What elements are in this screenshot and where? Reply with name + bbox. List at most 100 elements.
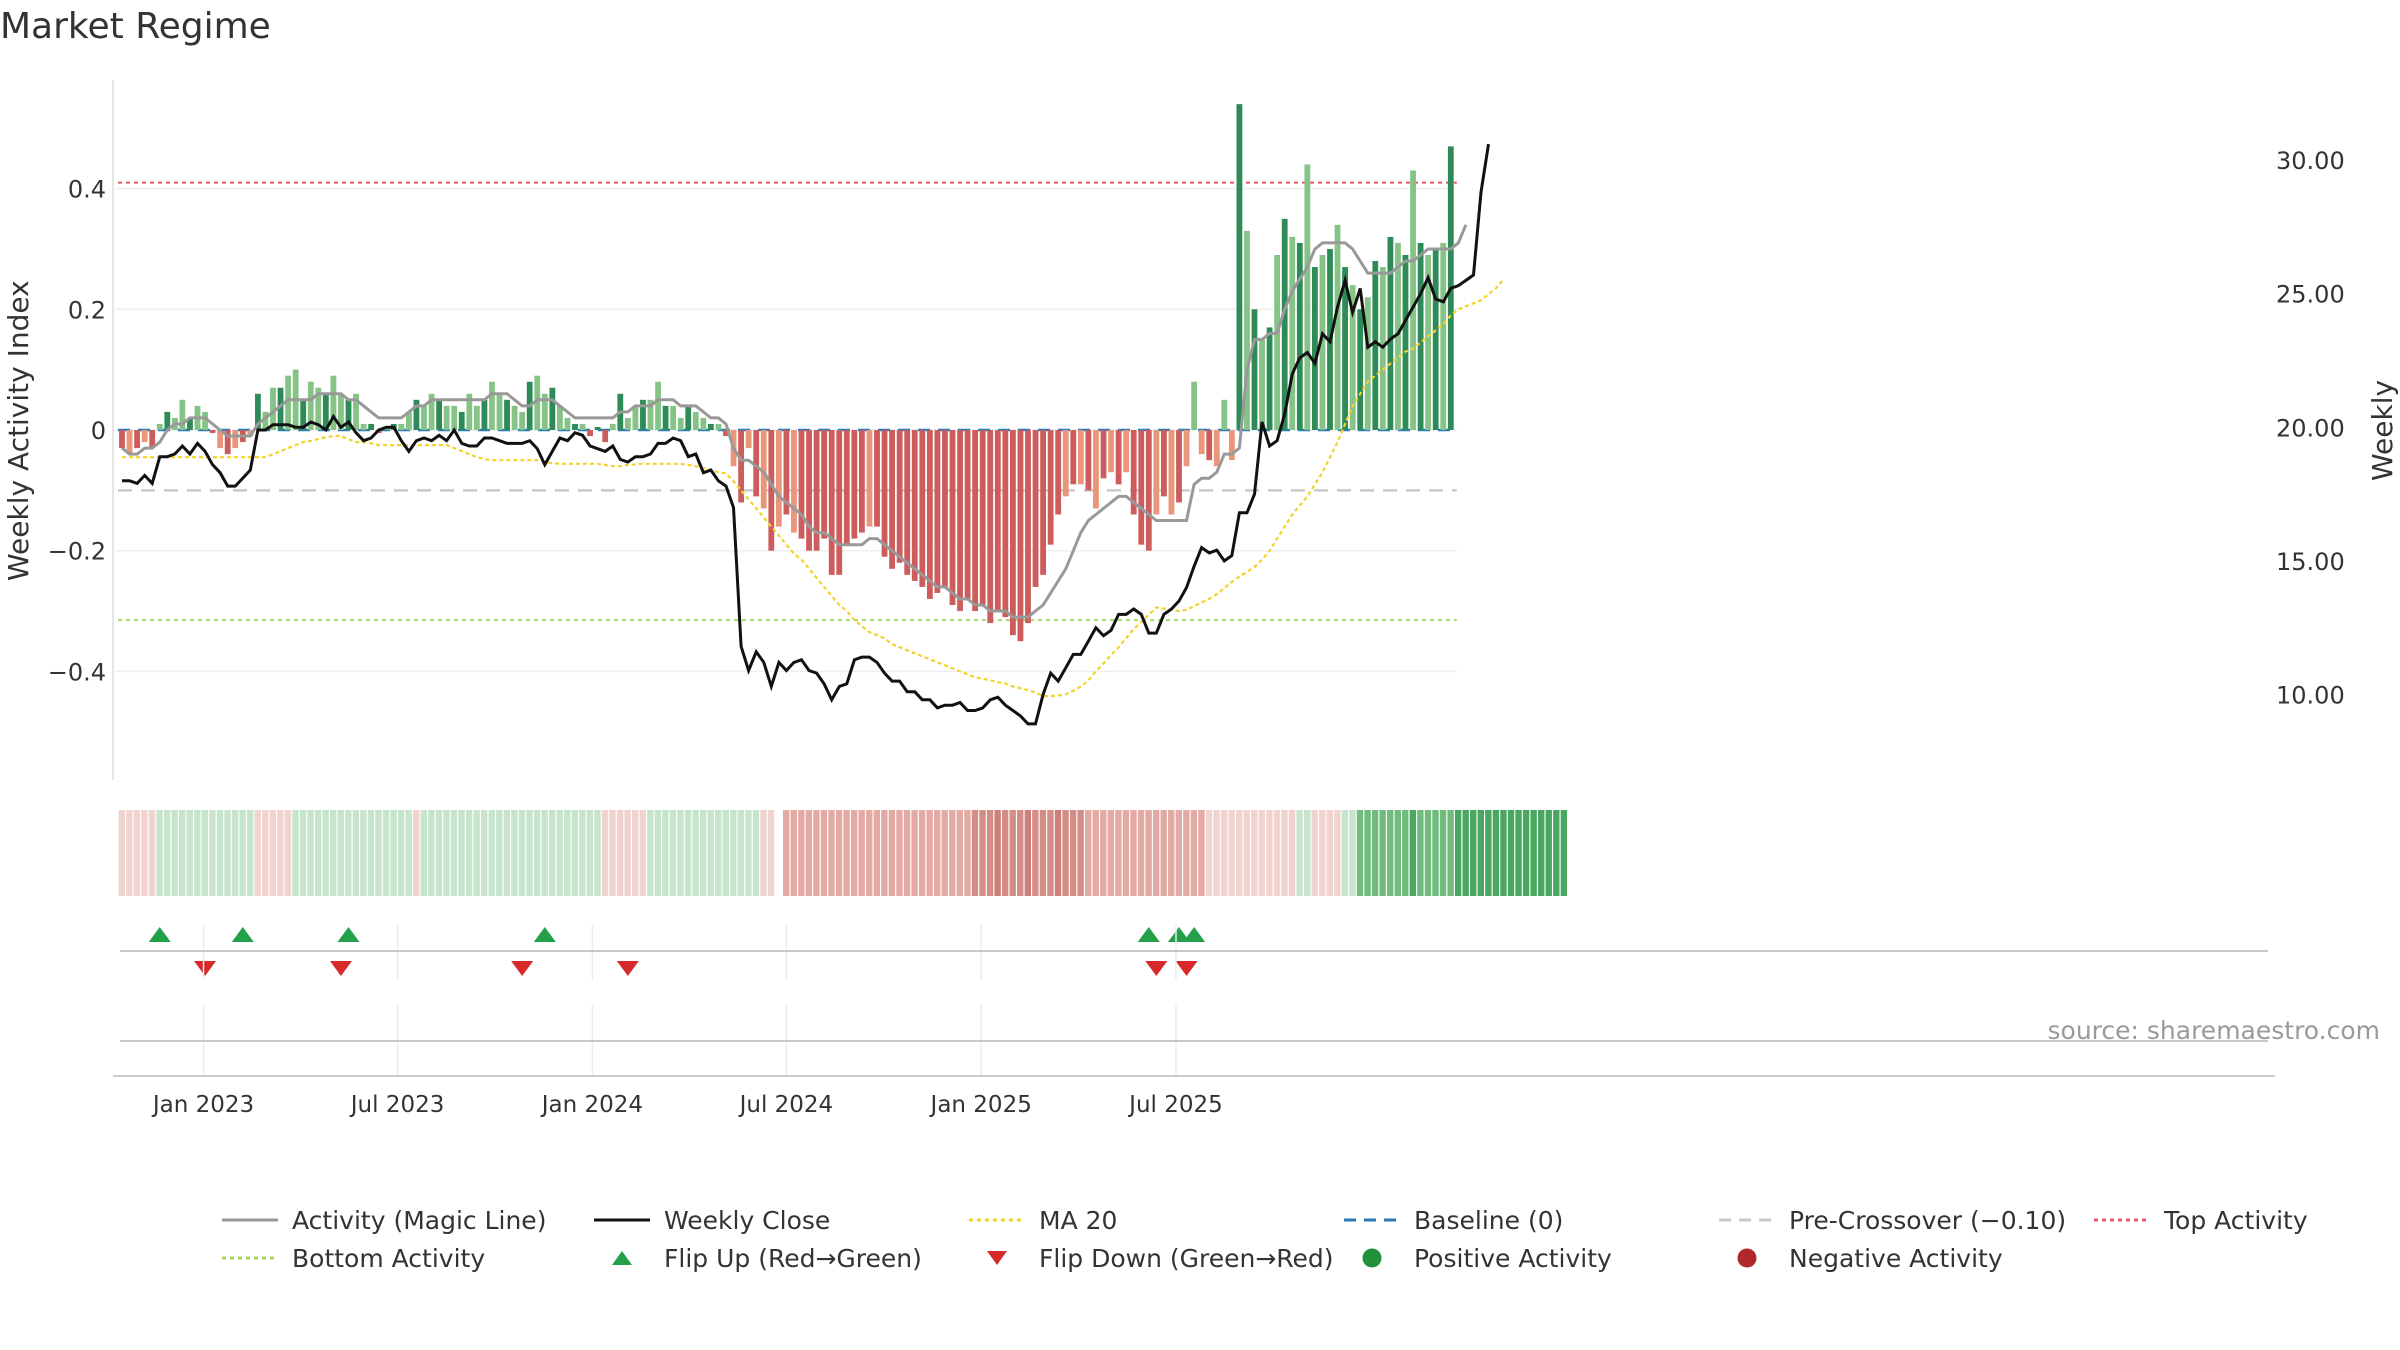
activity-bar bbox=[1100, 430, 1107, 479]
regime-cell bbox=[1349, 810, 1356, 896]
activity-bar bbox=[851, 430, 858, 539]
regime-cell bbox=[1288, 810, 1296, 896]
activity-bar bbox=[783, 430, 790, 515]
regime-cell bbox=[246, 810, 254, 896]
regime-cell bbox=[971, 810, 979, 896]
regime-cell bbox=[1553, 810, 1560, 896]
regime-cell bbox=[647, 810, 654, 896]
activity-bar bbox=[1266, 327, 1273, 430]
regime-cell bbox=[1251, 810, 1258, 896]
legend-item: Negative Activity bbox=[1717, 1243, 2092, 1273]
activity-bar bbox=[156, 423, 163, 430]
legend-swatch bbox=[222, 1218, 278, 1222]
legend-swatch bbox=[1344, 1218, 1400, 1222]
activity-bar bbox=[179, 399, 186, 430]
regime-cell bbox=[609, 810, 616, 896]
activity-bar bbox=[209, 430, 216, 434]
activity-bar bbox=[972, 430, 979, 612]
regime-cell bbox=[1492, 810, 1500, 896]
regime-cell bbox=[1341, 810, 1349, 896]
activity-bar bbox=[1440, 242, 1447, 430]
regime-cell bbox=[1198, 810, 1205, 896]
activity-bar bbox=[881, 430, 888, 557]
y-tick-label: −0.2 bbox=[48, 538, 106, 566]
regime-cell bbox=[1432, 810, 1439, 896]
activity-bar bbox=[1123, 430, 1130, 473]
regime-cell bbox=[1439, 810, 1447, 896]
regime-cell bbox=[1560, 810, 1568, 896]
activity-bar bbox=[1145, 430, 1152, 551]
regime-cell bbox=[1326, 810, 1333, 896]
regime-cell bbox=[1213, 810, 1220, 896]
x-tick-label: Jan 2023 bbox=[151, 1092, 254, 1118]
regime-cell bbox=[179, 810, 186, 896]
regime-cell bbox=[918, 810, 926, 896]
activity-bar bbox=[798, 430, 805, 539]
regime-cell bbox=[1538, 810, 1545, 896]
flip-up-marker bbox=[231, 927, 254, 942]
activity-bar bbox=[262, 411, 269, 430]
regime-cell bbox=[352, 810, 360, 896]
regime-cell bbox=[760, 810, 767, 896]
regime-cell bbox=[639, 810, 646, 896]
regime-cell bbox=[1417, 810, 1424, 896]
activity-bar bbox=[813, 430, 820, 551]
regime-cell bbox=[443, 810, 450, 896]
activity-bar bbox=[1093, 430, 1099, 509]
activity-bar bbox=[919, 430, 926, 587]
activity-bar bbox=[700, 417, 707, 430]
activity-bar bbox=[534, 375, 541, 430]
regime-cell bbox=[873, 810, 880, 896]
activity-bar bbox=[1161, 430, 1167, 497]
activity-bar bbox=[421, 405, 427, 430]
regime-cell bbox=[669, 810, 677, 896]
activity-bar bbox=[541, 393, 548, 430]
regime-cell bbox=[1183, 810, 1190, 896]
regime-cell bbox=[1409, 810, 1417, 896]
regime-cell bbox=[375, 810, 382, 896]
activity-bar bbox=[353, 393, 359, 430]
activity-bar bbox=[1198, 430, 1205, 455]
y2-tick-label: 30.00 bbox=[2276, 147, 2345, 175]
legend-item: Bottom Activity bbox=[220, 1243, 592, 1273]
x-tick-label: Jul 2024 bbox=[738, 1092, 834, 1118]
activity-bar bbox=[398, 423, 405, 430]
source-attribution: source: sharemaestro.com bbox=[2047, 1016, 2381, 1045]
regime-cell bbox=[473, 810, 480, 896]
regime-cell bbox=[254, 810, 261, 896]
series-lines bbox=[121, 143, 1505, 726]
regime-cell bbox=[141, 810, 148, 896]
activity-bar bbox=[436, 399, 442, 430]
regime-strip bbox=[118, 810, 1568, 896]
regime-cell bbox=[662, 810, 669, 896]
activity-bar bbox=[564, 417, 571, 430]
activity-bar bbox=[277, 387, 284, 430]
activity-bar bbox=[1115, 430, 1122, 485]
activity-bar bbox=[1304, 164, 1311, 430]
activity-bar bbox=[859, 430, 865, 533]
regime-cell bbox=[1258, 810, 1266, 896]
regime-cell bbox=[1054, 810, 1062, 896]
regime-cell bbox=[1220, 810, 1228, 896]
regime-cell bbox=[194, 810, 201, 896]
regime-cell bbox=[699, 810, 707, 896]
ma20-line bbox=[122, 278, 1505, 698]
activity-bar bbox=[141, 430, 148, 443]
activity-bar bbox=[821, 430, 828, 539]
regime-cell bbox=[224, 810, 231, 896]
activity-bar bbox=[300, 399, 307, 430]
activity-bar bbox=[1153, 430, 1160, 515]
legend-label: Bottom Activity bbox=[292, 1243, 486, 1273]
regime-cell bbox=[828, 810, 835, 896]
y-axis-label-left: Weekly Activity Index bbox=[2, 279, 35, 581]
regime-cell bbox=[239, 810, 246, 896]
legend-item: Top Activity bbox=[2092, 1205, 2362, 1235]
activity-bar bbox=[1221, 399, 1228, 430]
activity-bar bbox=[232, 430, 239, 449]
activity-bar bbox=[677, 417, 684, 430]
regime-cell bbox=[737, 810, 745, 896]
y-tick-label: −0.4 bbox=[48, 658, 106, 686]
activity-bar bbox=[1010, 430, 1016, 636]
regime-cell bbox=[1311, 810, 1318, 896]
